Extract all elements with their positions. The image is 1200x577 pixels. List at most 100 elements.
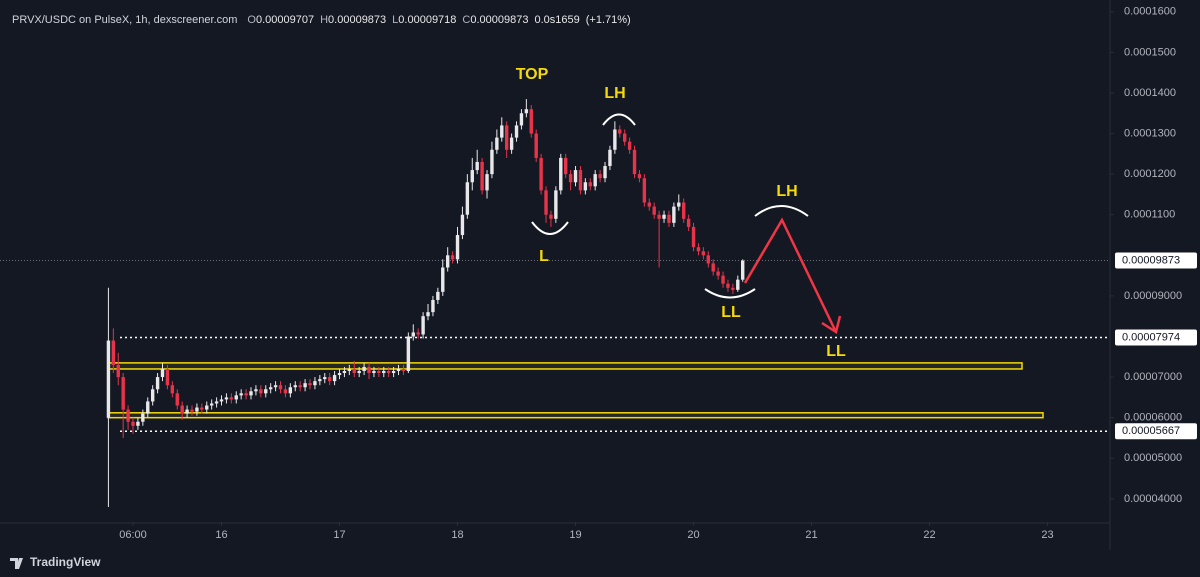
candle-body — [332, 375, 337, 382]
x-tick-label: 22 — [923, 529, 935, 541]
candle-body — [185, 409, 189, 414]
legend-item: 0.00009873 — [328, 14, 386, 26]
candle-body — [519, 113, 524, 126]
price-label: 0.00005667 — [1122, 425, 1180, 437]
x-tick-label: 06:00 — [119, 529, 147, 541]
candle-body — [401, 368, 406, 372]
candle-body — [436, 291, 440, 300]
candle-body — [608, 149, 612, 167]
projection-arrow — [743, 217, 842, 334]
candle-body — [647, 202, 651, 207]
candle-body — [362, 366, 366, 372]
candle-body — [455, 235, 460, 260]
y-tick-label: 0.00004000 — [1124, 493, 1182, 505]
candle-body — [721, 275, 725, 284]
candle-body — [106, 340, 111, 418]
candle-body — [155, 377, 160, 390]
x-tick-label: 17 — [333, 529, 345, 541]
candle-body — [677, 202, 681, 207]
x-tick-label: 18 — [451, 529, 463, 541]
candle-body — [618, 129, 622, 134]
candle-body — [131, 421, 135, 426]
candle-body — [264, 389, 268, 394]
candle-body — [219, 399, 224, 402]
candle-body — [716, 271, 720, 276]
candle-body — [411, 332, 415, 337]
candle-body — [450, 255, 455, 260]
arrow-line — [743, 217, 837, 331]
legend-item: (+1.71%) — [586, 14, 631, 26]
candle-body — [391, 371, 396, 374]
candle-body — [682, 202, 686, 219]
candle-body — [249, 391, 253, 396]
layer: PRVX/USDC on PulseX, 1h, dexscreener.com… — [0, 6, 1197, 541]
candle-body — [224, 397, 229, 400]
candle-body — [485, 174, 489, 191]
candle-body — [367, 366, 371, 374]
legend-item: L — [392, 14, 398, 26]
candle-body — [396, 368, 401, 372]
arc — [704, 288, 756, 299]
candle-body — [627, 141, 632, 150]
candle-body — [588, 182, 592, 187]
candle-body — [278, 385, 283, 390]
candle-body — [652, 206, 656, 215]
candle-body — [711, 263, 715, 272]
candle-body — [554, 190, 558, 219]
legend-item: 0.00009707 — [256, 14, 314, 26]
candle-body — [475, 161, 479, 171]
x-tick-label: 16 — [215, 529, 227, 541]
logo — [10, 558, 23, 569]
candle-body — [613, 129, 617, 150]
annotation: TOP — [516, 66, 549, 83]
candle-body — [632, 149, 637, 175]
candle-body — [352, 368, 356, 374]
candle-body — [323, 377, 327, 380]
candle-body — [470, 170, 474, 183]
candle-body — [539, 157, 543, 191]
candle-body — [741, 260, 745, 280]
candle-body — [327, 377, 332, 382]
candle-body — [136, 421, 140, 426]
candle-body — [386, 371, 391, 374]
candle-body — [372, 371, 376, 374]
candle-body — [268, 387, 273, 390]
candle-body — [116, 364, 120, 378]
candle-body — [190, 409, 194, 412]
candle-body — [568, 174, 573, 183]
price-label: 0.00007974 — [1122, 331, 1180, 343]
candle-body — [480, 161, 484, 191]
candle-body — [726, 283, 730, 288]
candle-body — [549, 214, 553, 219]
candle-body — [736, 279, 740, 290]
candle-body — [111, 340, 116, 365]
candle-body — [495, 137, 499, 150]
price-label-box — [1115, 329, 1197, 346]
legend-item: C — [462, 14, 470, 26]
candle-body — [563, 157, 568, 175]
candle-body — [524, 109, 529, 114]
candle-body — [504, 125, 509, 150]
arc — [754, 205, 809, 217]
legend: PRVX/USDC on PulseX, 1h, dexscreener.com… — [12, 14, 631, 26]
legend-item: O — [247, 14, 256, 26]
candle-body — [298, 385, 302, 388]
y-tick-label: 0.00006000 — [1124, 412, 1182, 424]
candle-body — [578, 170, 583, 191]
zone — [107, 412, 1044, 419]
y-tick-label: 0.0001100 — [1124, 209, 1175, 221]
zone — [107, 362, 1023, 370]
x-tick-label: 21 — [805, 529, 817, 541]
candle-body — [593, 174, 597, 187]
legend-item: H — [320, 14, 328, 26]
candle-body — [431, 299, 435, 313]
price-label-box — [1115, 252, 1197, 269]
watermark: TradingView — [30, 555, 101, 569]
candle-body — [175, 393, 179, 406]
candle-body — [170, 385, 175, 394]
candle-body — [534, 133, 538, 158]
candle-body — [544, 190, 548, 215]
candle-body — [165, 368, 170, 386]
annotation: LH — [776, 183, 797, 200]
